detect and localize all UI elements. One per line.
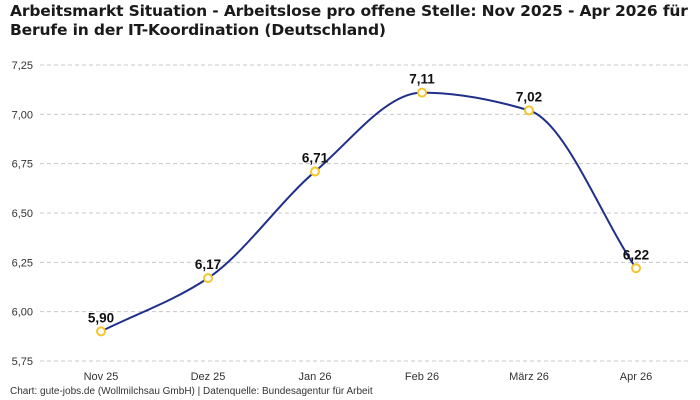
- y-tick-label: 5,75: [12, 356, 33, 368]
- x-tick-label: März 26: [509, 371, 549, 383]
- series-line: [100, 91, 637, 333]
- x-tick-label: Feb 26: [405, 371, 439, 383]
- data-label: 6,17: [195, 257, 221, 272]
- data-point: [310, 166, 320, 177]
- x-axis-labels: Nov 25 Dez 25 Jan 26 Feb 26 März 26 Apr 26: [84, 371, 653, 383]
- data-point: [631, 263, 641, 274]
- data-point: [524, 105, 534, 116]
- data-points: [96, 87, 641, 337]
- chart-title: Arbeitsmarkt Situation - Arbeitslose pro…: [10, 2, 688, 39]
- data-label: 5,90: [88, 310, 114, 325]
- y-tick-label: 6,75: [12, 159, 33, 171]
- x-tick-label: Apr 26: [620, 371, 652, 383]
- data-point: [203, 273, 213, 284]
- x-tick-label: Jan 26: [298, 371, 331, 383]
- y-axis-labels: 5,75 6,00 6,25 6,50 6,75 7,00 7,25: [12, 60, 33, 368]
- y-tick-label: 6,50: [12, 208, 33, 220]
- data-label: 7,02: [516, 89, 542, 104]
- data-labels: 5,90 6,17 6,71 7,11 7,02 6,22: [88, 72, 649, 326]
- data-point: [417, 87, 427, 98]
- x-tick-label: Nov 25: [84, 371, 119, 383]
- y-tick-label: 6,25: [12, 257, 33, 269]
- y-tick-label: 7,00: [12, 109, 33, 121]
- grid-lines: [40, 64, 690, 362]
- source-note: Chart: gute-jobs.de (Wollmilchsau GmbH) …: [10, 386, 373, 397]
- data-label: 6,71: [302, 151, 329, 166]
- x-tick-label: Dez 25: [191, 371, 226, 383]
- data-point: [96, 326, 106, 337]
- data-label: 7,11: [409, 72, 435, 87]
- data-label: 6,22: [623, 247, 649, 262]
- y-tick-label: 7,25: [12, 60, 33, 72]
- y-tick-label: 6,00: [12, 307, 33, 319]
